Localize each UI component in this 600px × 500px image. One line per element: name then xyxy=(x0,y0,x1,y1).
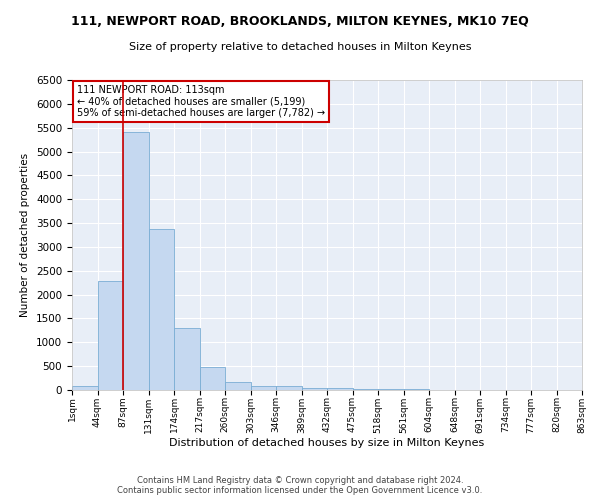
Bar xyxy=(251,386,276,390)
Text: Contains HM Land Registry data © Crown copyright and database right 2024.
Contai: Contains HM Land Registry data © Crown c… xyxy=(118,476,482,495)
Bar xyxy=(302,388,327,390)
Bar xyxy=(123,132,149,390)
Text: 111 NEWPORT ROAD: 113sqm
← 40% of detached houses are smaller (5,199)
59% of sem: 111 NEWPORT ROAD: 113sqm ← 40% of detach… xyxy=(77,84,325,118)
Bar xyxy=(327,388,353,390)
Bar xyxy=(199,367,225,390)
Y-axis label: Number of detached properties: Number of detached properties xyxy=(20,153,31,317)
Bar xyxy=(225,382,251,390)
Bar xyxy=(97,282,123,390)
Bar xyxy=(149,229,174,390)
Bar xyxy=(72,386,97,390)
Bar xyxy=(174,328,199,390)
Bar xyxy=(353,388,378,390)
Text: 111, NEWPORT ROAD, BROOKLANDS, MILTON KEYNES, MK10 7EQ: 111, NEWPORT ROAD, BROOKLANDS, MILTON KE… xyxy=(71,15,529,28)
Bar xyxy=(378,389,404,390)
X-axis label: Distribution of detached houses by size in Milton Keynes: Distribution of detached houses by size … xyxy=(169,438,485,448)
Text: Size of property relative to detached houses in Milton Keynes: Size of property relative to detached ho… xyxy=(129,42,471,52)
Bar xyxy=(276,386,302,390)
